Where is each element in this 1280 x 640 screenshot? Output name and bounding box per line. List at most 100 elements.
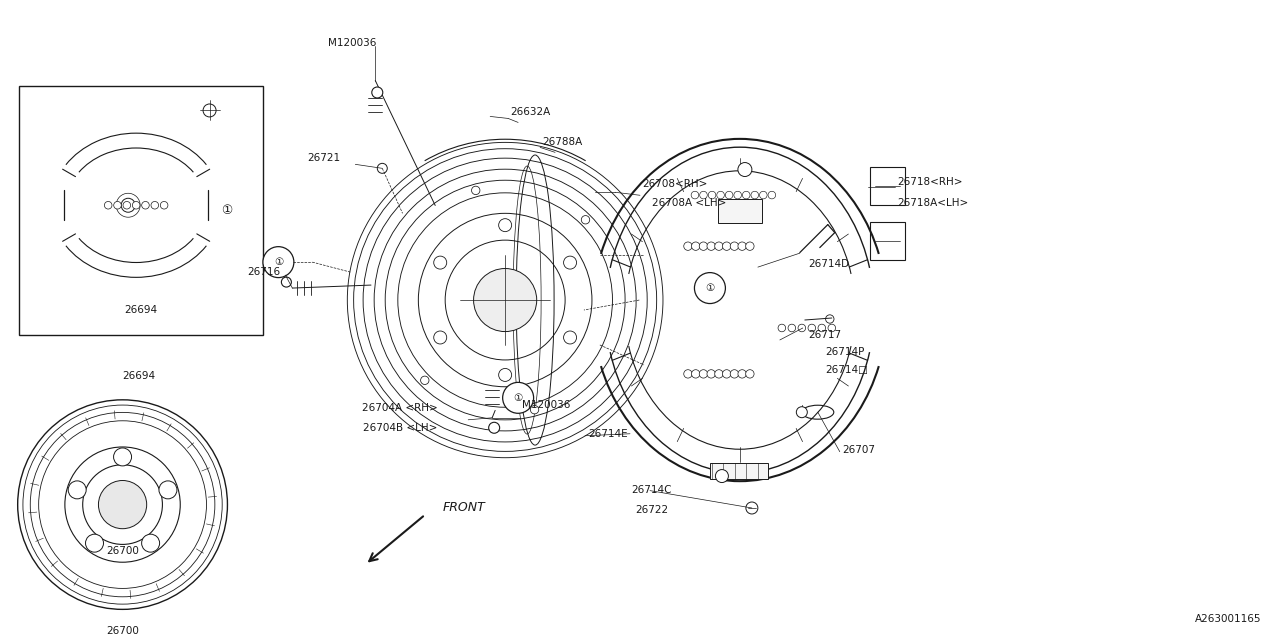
Circle shape xyxy=(114,448,132,466)
Circle shape xyxy=(122,198,136,212)
Circle shape xyxy=(778,324,786,332)
Circle shape xyxy=(691,242,700,250)
Text: 26721: 26721 xyxy=(307,154,340,163)
Circle shape xyxy=(714,242,723,250)
Circle shape xyxy=(563,256,576,269)
Circle shape xyxy=(730,370,739,378)
Text: 26708<RH>: 26708<RH> xyxy=(643,179,708,189)
Circle shape xyxy=(105,202,111,209)
Circle shape xyxy=(695,273,726,303)
Text: 26714D: 26714D xyxy=(808,259,849,269)
Text: A263001165: A263001165 xyxy=(1194,614,1261,625)
Text: 26714P: 26714P xyxy=(824,347,864,357)
Text: 26717: 26717 xyxy=(808,330,841,340)
Circle shape xyxy=(434,256,447,269)
Circle shape xyxy=(114,202,122,209)
Circle shape xyxy=(691,370,700,378)
Circle shape xyxy=(499,219,512,232)
Circle shape xyxy=(123,202,131,209)
Bar xyxy=(869,167,905,205)
Text: ①: ① xyxy=(705,283,714,293)
Circle shape xyxy=(684,370,692,378)
Circle shape xyxy=(714,370,723,378)
Circle shape xyxy=(717,191,724,199)
Circle shape xyxy=(722,242,731,250)
Circle shape xyxy=(371,87,383,98)
Text: 26714C: 26714C xyxy=(632,484,672,495)
Circle shape xyxy=(746,370,754,378)
Text: 26694: 26694 xyxy=(122,371,155,381)
Circle shape xyxy=(99,481,147,529)
Circle shape xyxy=(142,202,150,209)
Circle shape xyxy=(818,324,826,332)
Text: 26718A<LH>: 26718A<LH> xyxy=(897,198,969,208)
Text: 26700: 26700 xyxy=(106,627,140,636)
Circle shape xyxy=(474,269,536,332)
Circle shape xyxy=(489,422,499,433)
Text: 26704A <RH>: 26704A <RH> xyxy=(362,403,438,413)
Circle shape xyxy=(282,277,292,287)
Circle shape xyxy=(86,534,104,552)
Circle shape xyxy=(751,191,759,199)
Text: 26708A <LH>: 26708A <LH> xyxy=(652,198,726,208)
Text: ①: ① xyxy=(274,257,283,267)
Circle shape xyxy=(159,481,177,499)
Text: 26714E: 26714E xyxy=(588,429,627,439)
Circle shape xyxy=(737,163,751,177)
Circle shape xyxy=(132,202,140,209)
Text: ①: ① xyxy=(221,204,233,217)
Circle shape xyxy=(759,191,767,199)
Text: 26716: 26716 xyxy=(247,267,280,277)
Text: 26632A: 26632A xyxy=(511,108,550,118)
Text: 26707: 26707 xyxy=(842,445,874,454)
Circle shape xyxy=(797,324,805,332)
Circle shape xyxy=(739,370,746,378)
Circle shape xyxy=(204,104,216,117)
Text: 26700: 26700 xyxy=(106,547,140,557)
Text: 26722: 26722 xyxy=(635,504,668,515)
Text: M120036: M120036 xyxy=(522,400,571,410)
Circle shape xyxy=(746,242,754,250)
Circle shape xyxy=(742,191,750,199)
Circle shape xyxy=(563,331,576,344)
Circle shape xyxy=(722,370,731,378)
Circle shape xyxy=(471,186,480,195)
Circle shape xyxy=(768,191,776,199)
Circle shape xyxy=(68,481,86,499)
Circle shape xyxy=(581,216,590,224)
Bar xyxy=(710,463,768,479)
Text: FRONT: FRONT xyxy=(442,501,485,514)
Circle shape xyxy=(808,324,815,332)
Circle shape xyxy=(142,534,160,552)
Circle shape xyxy=(788,324,796,332)
Circle shape xyxy=(796,406,808,418)
Bar xyxy=(869,222,905,260)
Circle shape xyxy=(699,370,708,378)
Circle shape xyxy=(730,242,739,250)
Circle shape xyxy=(733,191,741,199)
Bar xyxy=(718,199,762,223)
Bar xyxy=(19,86,264,335)
Circle shape xyxy=(726,191,733,199)
Circle shape xyxy=(684,242,692,250)
Circle shape xyxy=(699,242,708,250)
Text: ①: ① xyxy=(513,393,522,403)
Circle shape xyxy=(503,382,534,413)
Text: 26694: 26694 xyxy=(124,305,157,315)
Circle shape xyxy=(530,406,539,414)
Circle shape xyxy=(160,202,168,209)
Circle shape xyxy=(499,369,512,381)
Circle shape xyxy=(262,246,294,278)
Circle shape xyxy=(746,502,758,514)
Circle shape xyxy=(708,191,716,199)
Circle shape xyxy=(739,242,746,250)
Circle shape xyxy=(828,324,836,332)
Circle shape xyxy=(434,331,447,344)
Text: 26714□: 26714□ xyxy=(824,365,868,375)
Circle shape xyxy=(378,163,388,173)
Circle shape xyxy=(707,242,716,250)
Circle shape xyxy=(700,191,708,199)
Circle shape xyxy=(151,202,159,209)
Text: 26704B <LH>: 26704B <LH> xyxy=(364,423,438,433)
Circle shape xyxy=(691,191,699,199)
